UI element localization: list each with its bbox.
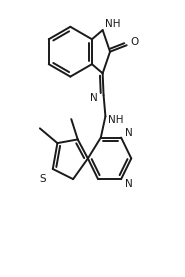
Text: S: S: [39, 174, 46, 184]
Text: N: N: [125, 128, 132, 138]
Text: N: N: [125, 179, 132, 189]
Text: N: N: [90, 93, 97, 102]
Text: NH: NH: [105, 19, 121, 29]
Text: NH: NH: [108, 115, 123, 125]
Text: O: O: [131, 37, 139, 47]
